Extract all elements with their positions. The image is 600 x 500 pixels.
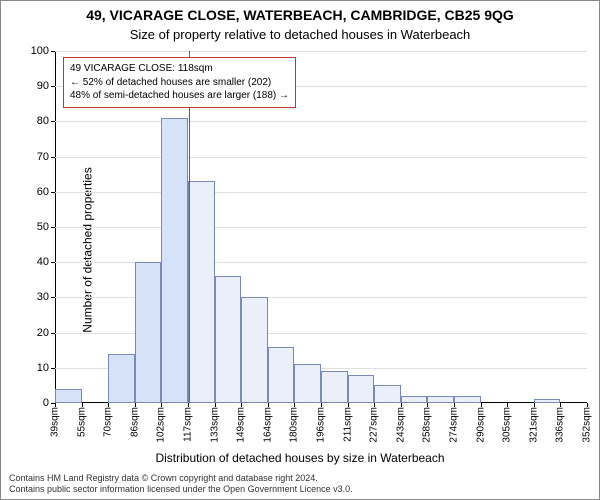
xtick-label: 117sqm — [183, 407, 194, 442]
ytick-label: 40 — [19, 256, 49, 268]
footer-line1: Contains HM Land Registry data © Crown c… — [9, 473, 591, 484]
ytick-mark — [51, 368, 55, 369]
gridline — [55, 157, 587, 158]
gridline — [55, 121, 587, 122]
ytick-label: 90 — [19, 80, 49, 92]
ytick-mark — [51, 121, 55, 122]
xtick-label: 164sqm — [262, 407, 273, 443]
ytick-label: 0 — [19, 397, 49, 409]
xtick-label: 211sqm — [342, 407, 353, 442]
histogram-bar — [135, 262, 162, 403]
histogram-bar — [348, 375, 375, 403]
plot-area: 49 VICARAGE CLOSE: 118sqm ← 52% of detac… — [55, 51, 587, 403]
xtick-label: 258sqm — [422, 407, 433, 443]
ytick-label: 20 — [19, 327, 49, 339]
xtick-label: 102sqm — [156, 407, 167, 443]
xtick-label: 55sqm — [76, 407, 87, 437]
xtick-label: 70sqm — [103, 407, 114, 437]
xtick-label: 196sqm — [316, 407, 327, 443]
ytick-label: 80 — [19, 115, 49, 127]
x-axis-label: Distribution of detached houses by size … — [1, 451, 599, 465]
histogram-bar — [321, 371, 348, 403]
xtick-label: 86sqm — [129, 407, 140, 437]
xtick-label: 352sqm — [582, 407, 593, 443]
ytick-mark — [51, 157, 55, 158]
ytick-label: 30 — [19, 291, 49, 303]
histogram-bar — [215, 276, 242, 403]
histogram-bar — [294, 364, 321, 403]
xtick-label: 243sqm — [395, 407, 406, 443]
annotation-line1: 49 VICARAGE CLOSE: 118sqm — [70, 62, 289, 76]
gridline — [55, 51, 587, 52]
annotation-box: 49 VICARAGE CLOSE: 118sqm ← 52% of detac… — [63, 57, 296, 108]
ytick-label: 60 — [19, 186, 49, 198]
page-subtitle: Size of property relative to detached ho… — [1, 27, 599, 42]
xtick-label: 321sqm — [528, 407, 539, 443]
ytick-mark — [51, 297, 55, 298]
xtick-label: 227sqm — [369, 407, 380, 443]
xtick-label: 336sqm — [555, 407, 566, 443]
footer-line2: Contains public sector information licen… — [9, 484, 591, 495]
annotation-line3: 48% of semi-detached houses are larger (… — [70, 89, 289, 103]
gridline — [55, 192, 587, 193]
footer: Contains HM Land Registry data © Crown c… — [9, 473, 591, 496]
ytick-mark — [51, 51, 55, 52]
histogram-bar — [241, 297, 268, 403]
page-title: 49, VICARAGE CLOSE, WATERBEACH, CAMBRIDG… — [1, 7, 599, 23]
histogram-bar — [268, 347, 295, 403]
histogram-bar — [161, 118, 188, 403]
histogram-bar — [108, 354, 135, 403]
ytick-mark — [51, 262, 55, 263]
ytick-label: 10 — [19, 362, 49, 374]
ytick-label: 70 — [19, 151, 49, 163]
histogram-bar — [188, 181, 215, 403]
histogram-bar — [55, 389, 82, 403]
ytick-mark — [51, 86, 55, 87]
xtick-label: 39sqm — [50, 407, 61, 437]
ytick-mark — [51, 192, 55, 193]
xtick-label: 180sqm — [289, 407, 300, 443]
xtick-label: 149sqm — [236, 407, 247, 443]
xtick-label: 290sqm — [475, 407, 486, 443]
ytick-mark — [51, 333, 55, 334]
ytick-mark — [51, 227, 55, 228]
annotation-line2: ← 52% of detached houses are smaller (20… — [70, 76, 289, 90]
xtick-label: 305sqm — [502, 407, 513, 443]
xtick-label: 133sqm — [209, 407, 220, 443]
histogram-bar — [427, 396, 454, 403]
histogram-bar — [374, 385, 401, 403]
gridline — [55, 227, 587, 228]
histogram-bar — [534, 399, 561, 403]
histogram-bar — [454, 396, 481, 403]
histogram-bar — [401, 396, 428, 403]
xtick-label: 274sqm — [449, 407, 460, 443]
ytick-label: 50 — [19, 221, 49, 233]
chart-container: 49, VICARAGE CLOSE, WATERBEACH, CAMBRIDG… — [0, 0, 600, 500]
ytick-label: 100 — [19, 45, 49, 57]
